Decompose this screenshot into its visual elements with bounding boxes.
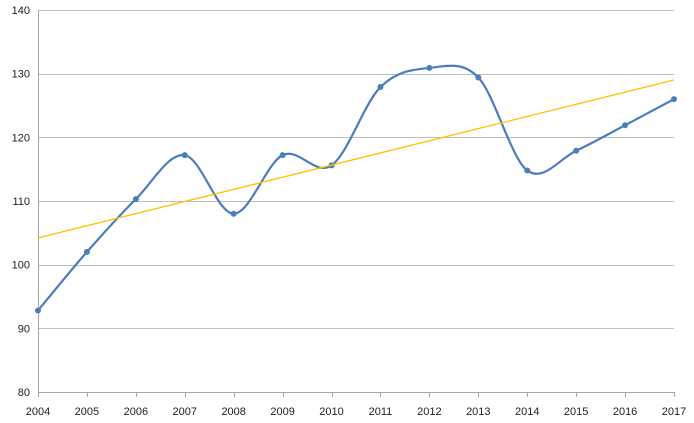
x-tick-label: 2008 bbox=[221, 406, 245, 418]
data-point bbox=[622, 122, 629, 129]
y-tick-label: 90 bbox=[18, 323, 30, 335]
y-tick-label: 100 bbox=[12, 260, 30, 272]
data-point bbox=[524, 167, 531, 174]
data-point bbox=[671, 96, 677, 103]
gridlines bbox=[38, 10, 674, 329]
x-tick-label: 2013 bbox=[466, 406, 490, 418]
x-tick-label: 2011 bbox=[369, 406, 393, 418]
y-tick-label: 120 bbox=[12, 132, 30, 144]
x-tick-label: 2014 bbox=[515, 406, 539, 418]
x-tick-label: 2015 bbox=[564, 406, 588, 418]
x-tick-label: 2005 bbox=[75, 406, 99, 418]
series-line bbox=[36, 64, 676, 312]
series-layer bbox=[35, 64, 677, 314]
y-tick-label: 80 bbox=[18, 387, 30, 399]
x-tick-label: 2009 bbox=[270, 406, 294, 418]
data-point bbox=[279, 152, 286, 159]
x-axis: 2004 2005 2006 2007 2008 2009 2010 2011 2012 2013… bbox=[26, 10, 686, 418]
data-point bbox=[35, 307, 41, 314]
x-tick-label: 2006 bbox=[124, 406, 148, 418]
data-point bbox=[83, 248, 90, 255]
y-axis-ticks: 80 90 100 110 120 130 140 bbox=[12, 5, 30, 399]
x-tick-label: 2004 bbox=[26, 406, 50, 418]
y-tick-label: 130 bbox=[12, 69, 30, 81]
y-tick-label: 140 bbox=[12, 5, 30, 17]
data-point bbox=[377, 84, 384, 91]
data-point bbox=[475, 74, 482, 81]
x-tick-label: 2016 bbox=[613, 406, 637, 418]
x-tick-label: 2010 bbox=[319, 406, 343, 418]
data-point bbox=[181, 152, 188, 159]
data-point bbox=[573, 147, 580, 154]
x-tick-label: 2017 bbox=[662, 406, 686, 418]
x-tick-label: 2012 bbox=[417, 406, 441, 418]
y-tick-label: 110 bbox=[12, 196, 30, 208]
x-tick-label: 2007 bbox=[173, 406, 197, 418]
data-point bbox=[230, 210, 237, 217]
data-point bbox=[132, 196, 139, 203]
trendline bbox=[37, 79, 675, 239]
data-point bbox=[426, 64, 433, 71]
